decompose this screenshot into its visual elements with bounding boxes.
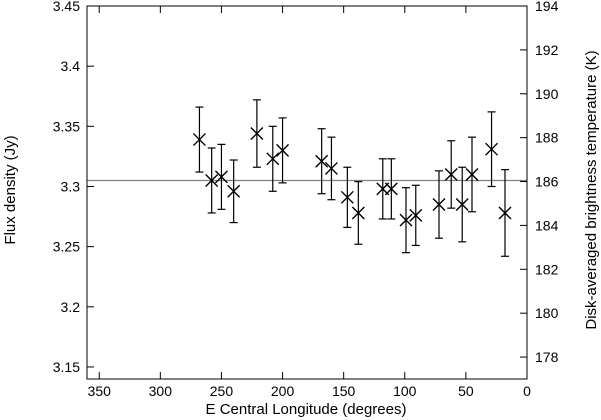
point-marker — [324, 161, 338, 175]
data-point — [409, 184, 423, 247]
data-point — [315, 128, 329, 195]
axes-group: 350 300 250 200 150 100 50 0 3.15 3.2 3.25 3.3 3.35 3… — [53, 0, 559, 399]
x-axis-title: E Central Longitude (degrees) — [206, 401, 407, 418]
y2-tick-label: 186 — [535, 174, 559, 190]
y-axis-title: Flux density (Jy) — [2, 135, 19, 244]
data-point — [266, 125, 280, 192]
x-tick-label: 350 — [88, 383, 112, 399]
data-point — [485, 111, 499, 188]
point-marker — [498, 206, 512, 220]
point-marker — [485, 142, 499, 156]
x-tick-label: 250 — [210, 383, 234, 399]
y-tick-label: 3.15 — [53, 359, 80, 375]
data-point — [351, 181, 365, 245]
data-points-group — [192, 99, 512, 257]
data-point — [214, 143, 228, 210]
data-point — [324, 136, 338, 201]
y2-axis-title: Disk-averaged brightness temperature (K) — [583, 50, 600, 329]
point-marker — [205, 173, 219, 187]
data-point — [205, 147, 219, 214]
y-tick-label: 3.2 — [61, 299, 81, 315]
point-marker — [409, 208, 423, 222]
data-point — [399, 187, 413, 254]
data-point — [227, 159, 241, 224]
point-marker — [214, 170, 228, 184]
point-marker — [227, 184, 241, 198]
point-marker — [351, 206, 365, 220]
data-point — [444, 140, 458, 209]
point-marker — [399, 213, 413, 227]
y2-tick-label: 192 — [535, 42, 559, 58]
plot-frame — [86, 5, 528, 380]
data-point — [384, 158, 398, 220]
y2-tick-label: 188 — [535, 130, 559, 146]
point-marker — [192, 133, 206, 147]
x-tick-label: 50 — [458, 383, 474, 399]
point-marker — [384, 182, 398, 196]
y-tick-label: 3.4 — [61, 58, 81, 74]
y-tick-label: 3.25 — [53, 239, 80, 255]
point-marker — [465, 167, 479, 181]
data-point — [376, 158, 390, 220]
point-marker — [315, 154, 329, 168]
y-tick-label: 3.35 — [53, 118, 80, 134]
data-point — [465, 136, 479, 213]
data-point — [192, 106, 206, 173]
x-tick-label: 100 — [393, 383, 417, 399]
data-point — [250, 99, 264, 168]
data-point — [340, 166, 354, 228]
point-marker — [444, 167, 458, 181]
x-tick-label: 200 — [271, 383, 295, 399]
data-point — [455, 166, 469, 243]
point-marker — [455, 198, 469, 212]
y2-tick-label: 194 — [535, 0, 559, 14]
y-tick-label: 3.3 — [61, 178, 81, 194]
y2-tick-label: 182 — [535, 261, 559, 277]
point-marker — [266, 152, 280, 166]
y2-tick-label: 184 — [535, 217, 559, 233]
y2-tick-label: 178 — [535, 349, 559, 365]
x-tick-label: 300 — [149, 383, 173, 399]
y-tick-label: 3.45 — [53, 0, 80, 14]
data-point — [498, 169, 512, 257]
data-point — [432, 170, 446, 239]
point-marker — [276, 143, 290, 157]
data-point — [276, 117, 290, 184]
y2-tick-label: 180 — [535, 305, 559, 321]
point-marker — [432, 198, 446, 212]
point-marker — [340, 190, 354, 204]
point-marker — [250, 127, 264, 141]
x-tick-label: 0 — [523, 383, 531, 399]
x-tick-label: 150 — [332, 383, 356, 399]
y2-tick-label: 190 — [535, 86, 559, 102]
